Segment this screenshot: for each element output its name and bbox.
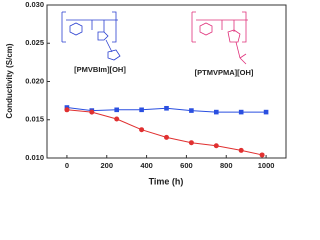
marker — [114, 107, 120, 113]
y-tick-label: 0.030 — [25, 0, 44, 9]
marker — [238, 147, 244, 153]
y-tick-label: 0.025 — [25, 38, 44, 47]
x-tick-label: 1000 — [258, 161, 275, 170]
marker — [114, 116, 120, 122]
marker — [213, 143, 219, 149]
x-tick-label: 600 — [180, 161, 193, 170]
marker — [164, 134, 169, 140]
marker — [188, 140, 194, 146]
marker — [238, 109, 244, 115]
marker — [259, 152, 265, 158]
structure-right — [191, 11, 248, 65]
marker — [64, 107, 70, 113]
y-tick-label: 0.020 — [25, 76, 44, 85]
chart: Conductivity (S/cm) Time (h) 0.010 0.015 0… — [5, 0, 287, 186]
marker — [213, 109, 219, 115]
structure-left — [61, 11, 121, 61]
marker — [164, 105, 169, 111]
marker — [89, 109, 95, 115]
annotation: [PMVBIm][OH] — [74, 65, 126, 74]
x-tick-label: 200 — [100, 161, 113, 170]
x-tick-label: 0 — [65, 161, 69, 170]
y-axis-label: Conductivity (S/cm) — [5, 43, 14, 118]
marker — [189, 108, 194, 113]
y-tick-label: 0.015 — [25, 115, 44, 124]
annotation: [PTMVPMA][OH] — [195, 68, 254, 77]
series-line — [66, 109, 263, 156]
x-tick-label: 400 — [140, 161, 153, 170]
x-axis-label: Time (h) — [149, 176, 184, 186]
marker — [263, 109, 269, 115]
x-tick-label: 800 — [220, 161, 233, 170]
marker — [139, 127, 145, 133]
y-tick-label: 0.010 — [25, 153, 44, 162]
marker — [139, 107, 144, 113]
